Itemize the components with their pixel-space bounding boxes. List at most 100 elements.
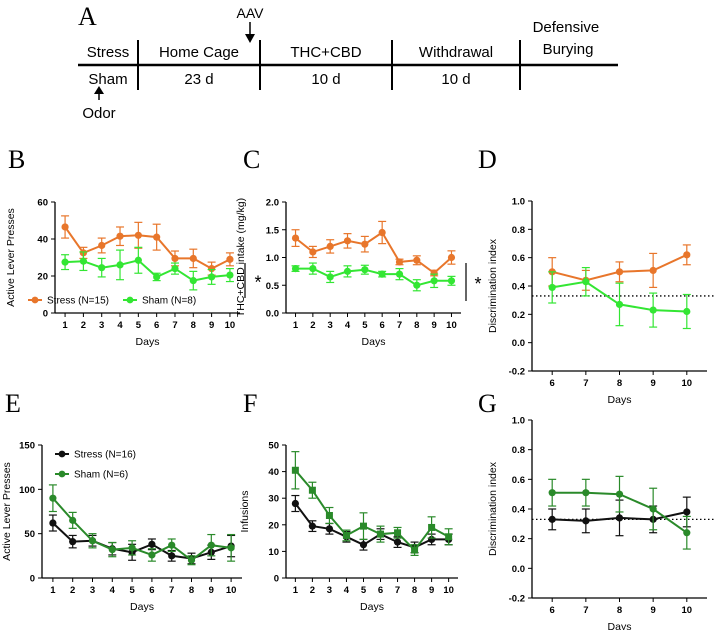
- y-tick-label: 40: [268, 467, 279, 478]
- data-point: [615, 300, 624, 309]
- series-0: [61, 215, 234, 276]
- data-point: [79, 257, 87, 265]
- chart-e: E 0 50 100 150 1 2 3 4 5 6 7 8 9 10 Days Active Lever Pr…: [1, 389, 242, 613]
- x-tick-label: 2: [310, 585, 315, 596]
- series-line: [64, 226, 231, 270]
- data-point: [49, 494, 57, 502]
- series-1: [291, 451, 453, 556]
- x-tick-label: 1: [50, 585, 56, 596]
- aav-label: AAV: [237, 5, 265, 21]
- odor-arrowhead: [94, 86, 104, 94]
- x-tick-label: 1: [293, 585, 299, 596]
- legend-marker: [58, 470, 66, 478]
- x-tick-label: 6: [154, 320, 159, 331]
- y-axis-title: Active Lever Presses: [5, 208, 17, 307]
- phase-name: Home Cage: [159, 44, 239, 61]
- x-tick-label: 3: [90, 585, 95, 596]
- series-line: [52, 522, 232, 560]
- data-point: [325, 511, 333, 519]
- x-tick-label: 5: [361, 585, 367, 596]
- y-tick-label: 2.0: [266, 198, 279, 209]
- data-point: [683, 251, 691, 259]
- data-point: [69, 538, 77, 546]
- significance-star: *: [254, 273, 261, 293]
- y-tick-label: 0.8: [512, 225, 525, 236]
- phase-duration: 10 d: [311, 71, 340, 88]
- data-point: [168, 541, 176, 549]
- data-point: [291, 265, 300, 273]
- data-point: [116, 261, 124, 269]
- data-point: [207, 541, 215, 549]
- data-point: [61, 223, 69, 231]
- data-point: [395, 258, 404, 266]
- x-tick-label: 2: [81, 320, 86, 331]
- data-point: [582, 489, 590, 497]
- x-tick-label: 7: [583, 605, 588, 616]
- data-point: [582, 278, 590, 286]
- x-tick-label: 7: [395, 585, 400, 596]
- x-tick-label: 8: [414, 320, 419, 331]
- data-point: [326, 273, 334, 281]
- x-tick-label: 7: [172, 320, 177, 331]
- data-point: [615, 490, 624, 498]
- data-point: [378, 270, 386, 278]
- x-tick-label: 9: [651, 378, 656, 389]
- data-point: [291, 466, 299, 474]
- data-point: [128, 544, 136, 552]
- chart-c: C 0.0 0.5 1.0 1.5 2.0 1 2 3 4 5 6 7 8 9 10 Days THC+CBD i…: [235, 145, 482, 348]
- panel-label-e: E: [5, 389, 21, 418]
- data-point: [98, 241, 106, 250]
- y-tick-label: 0.6: [512, 475, 525, 486]
- legend-label: Stress (N=16): [74, 450, 136, 461]
- phase-name-defensive-burying: Defensive Burying: [533, 19, 604, 58]
- y-tick-label: 0: [43, 309, 48, 320]
- x-tick-label: 10: [682, 378, 693, 389]
- y-tick-label: 40: [37, 235, 48, 246]
- data-point: [447, 253, 456, 262]
- legend-label: Sham (N=6): [74, 470, 128, 481]
- y-tick-label: 0.6: [512, 253, 525, 264]
- x-tick-label: 9: [209, 585, 214, 596]
- data-point: [308, 522, 316, 530]
- x-axis-title: Days: [608, 394, 632, 406]
- y-tick-label: 100: [19, 485, 35, 496]
- data-point: [649, 306, 657, 314]
- legend-marker: [31, 296, 39, 304]
- data-point: [395, 270, 404, 278]
- series-1: [61, 246, 234, 291]
- data-point: [548, 515, 556, 523]
- y-tick-label: 0.2: [512, 534, 525, 545]
- data-point: [377, 530, 385, 538]
- x-tick-label: 1: [293, 320, 299, 331]
- y-tick-label: 0.0: [266, 309, 279, 320]
- x-tick-label: 8: [617, 378, 622, 389]
- data-point: [343, 267, 352, 275]
- x-tick-label: 1: [62, 320, 68, 331]
- data-point: [326, 242, 334, 250]
- data-point: [343, 237, 352, 245]
- y-tick-label: 0.4: [512, 505, 526, 516]
- x-tick-label: 3: [328, 320, 333, 331]
- data-point: [615, 514, 624, 522]
- x-tick-label: 9: [431, 320, 436, 331]
- data-point: [69, 516, 77, 524]
- data-point: [649, 266, 657, 275]
- data-point: [171, 265, 179, 273]
- y-axis-title: Discrimination index: [487, 238, 499, 333]
- y-tick-label: 0.0: [512, 338, 525, 349]
- series-line: [294, 469, 450, 552]
- data-point: [49, 519, 57, 527]
- y-axis-title: THC+CBD intake (mg/kg): [235, 198, 247, 317]
- series-1: [548, 475, 691, 550]
- legend-label: Stress (N=15): [47, 296, 109, 307]
- y-tick-label: 0.4: [512, 282, 526, 293]
- x-tick-label: 10: [225, 320, 236, 331]
- y-tick-label: 0.2: [512, 310, 525, 321]
- x-tick-label: 2: [70, 585, 75, 596]
- x-tick-label: 4: [110, 585, 116, 596]
- data-point: [683, 529, 691, 537]
- series-1: [48, 484, 236, 566]
- chart-d: D -0.2 0.0 0.2 0.4 0.6 0.8 1.0 6 7 8 9 10 Days Discrim…: [478, 145, 715, 406]
